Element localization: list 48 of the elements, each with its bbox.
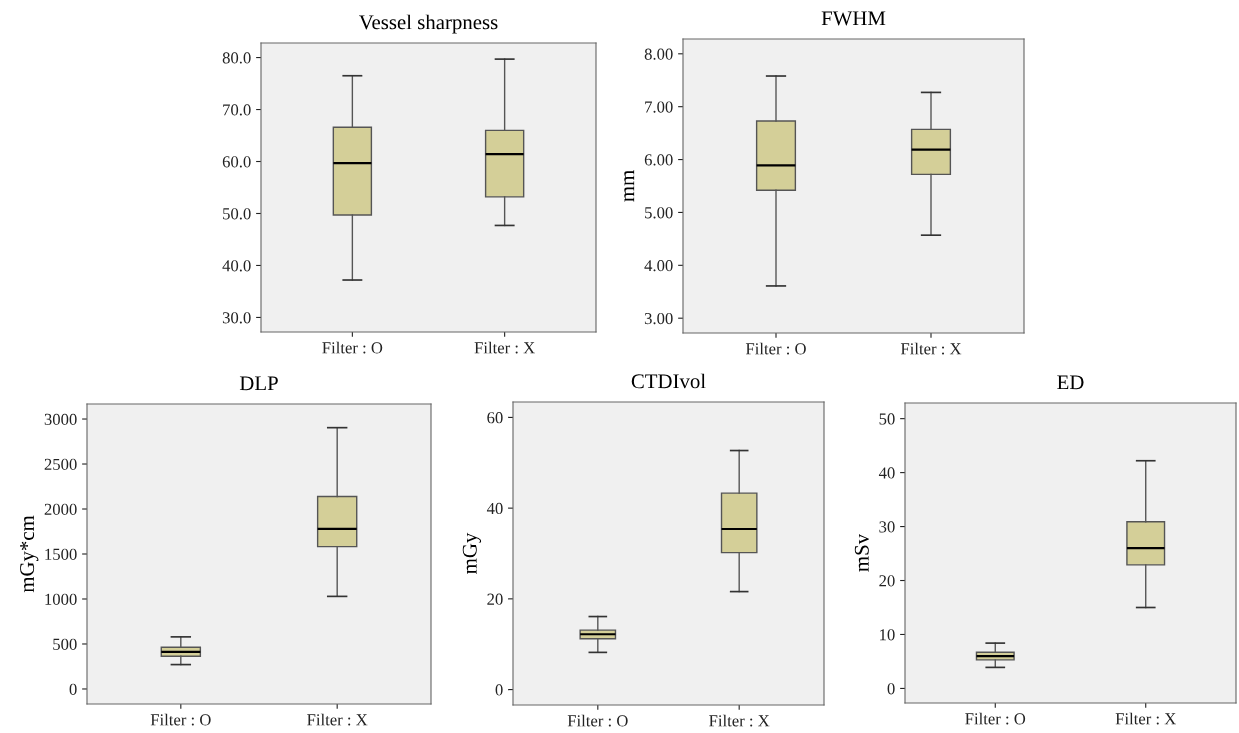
x-tick-label: Filter : X [900,342,962,355]
y-tick-label: 0 [887,683,895,695]
x-tick-label: Filter : X [474,341,535,354]
y-tick-label: 3.00 [644,312,673,325]
y-tick-label: 50.0 [223,208,251,220]
chart-title: FWHM [821,11,886,26]
chart-title: Vessel sharpness [359,14,498,34]
y-tick-label: 40 [486,502,503,515]
y-tick-label: 0 [69,683,77,695]
y-tick-label: 20 [879,575,895,587]
chart-title: CTDIvol [631,373,706,389]
y-axis-title: mSv [854,533,869,572]
y-tick-label: 1500 [45,548,77,560]
y-tick-label: 40 [878,467,895,479]
y-axis-title: mGy*cm [20,515,39,593]
y-tick-label: 60.0 [222,156,251,168]
x-tick-label: Filter : X [709,714,770,727]
y-tick-label: 500 [53,638,77,650]
x-tick-label: Filter : O [965,712,1026,725]
y-tick-label: 6.00 [644,154,673,166]
y-tick-label: 5.00 [645,207,673,219]
y-tick-label: 1000 [45,593,77,605]
y-tick-label: 4.00 [644,260,673,272]
y-tick-label: 8.00 [644,48,673,60]
y-tick-label: 50 [879,413,895,425]
y-tick-label: 3000 [44,413,77,425]
x-tick-label: Filter : O [745,342,806,355]
y-tick-label: 40.0 [222,260,251,272]
y-tick-label: 0 [495,684,503,696]
y-axis-title: mGy [462,532,482,574]
chart-title: ED [1057,375,1084,390]
y-axis-title: mm [624,170,635,202]
y-tick-label: 10 [880,629,895,641]
y-tick-label: 60 [487,412,503,424]
y-tick-label: 70.0 [223,104,251,116]
chart-title: DLP [239,376,278,391]
x-tick-label: Filter : X [307,713,368,726]
x-tick-label: Filter : O [150,713,211,726]
y-tick-label: 2000 [44,503,77,515]
y-tick-label: 80.0 [222,52,251,64]
x-tick-label: Filter : O [567,714,628,727]
y-tick-label: 30 [879,521,895,533]
x-tick-label: Filter : X [1115,712,1176,725]
y-tick-label: 20 [487,593,503,605]
y-tick-label: 30.0 [222,312,251,324]
y-tick-label: 7.00 [645,101,673,113]
y-tick-label: 2500 [44,458,77,470]
x-tick-label: Filter : O [322,341,383,354]
